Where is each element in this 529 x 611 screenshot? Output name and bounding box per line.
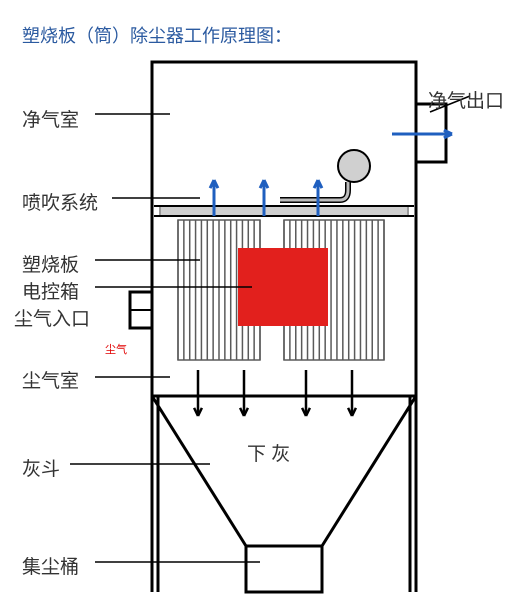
label-dust-gas-small: 尘气 [105,341,127,357]
label-sinter-plate: 塑烧板 [22,250,79,277]
label-clean-air-outlet: 净气出口 [428,86,504,113]
label-dust-inlet: 尘气入口 [14,304,90,331]
label-control-box: 电控箱 [22,277,79,304]
diagram-title: 塑烧板（筒）除尘器工作原理图： [22,22,292,48]
label-dust-bin: 集尘桶 [22,552,79,579]
label-clean-air-chamber: 净气室 [22,105,79,132]
label-falling-ash: 下 灰 [247,439,290,466]
label-ash-hopper: 灰斗 [22,454,60,481]
label-dust-chamber: 尘气室 [22,366,79,393]
label-blow-system: 喷吹系统 [22,188,98,215]
